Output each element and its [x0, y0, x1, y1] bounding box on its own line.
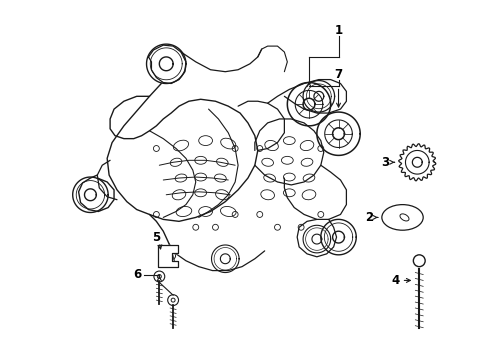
Text: 7: 7: [334, 68, 342, 81]
Text: 3: 3: [381, 156, 389, 169]
Polygon shape: [158, 245, 178, 267]
Text: 5: 5: [152, 231, 160, 244]
Text: 6: 6: [133, 268, 142, 281]
Text: 1: 1: [334, 24, 342, 37]
Text: 4: 4: [390, 274, 399, 287]
Text: 2: 2: [364, 211, 372, 224]
